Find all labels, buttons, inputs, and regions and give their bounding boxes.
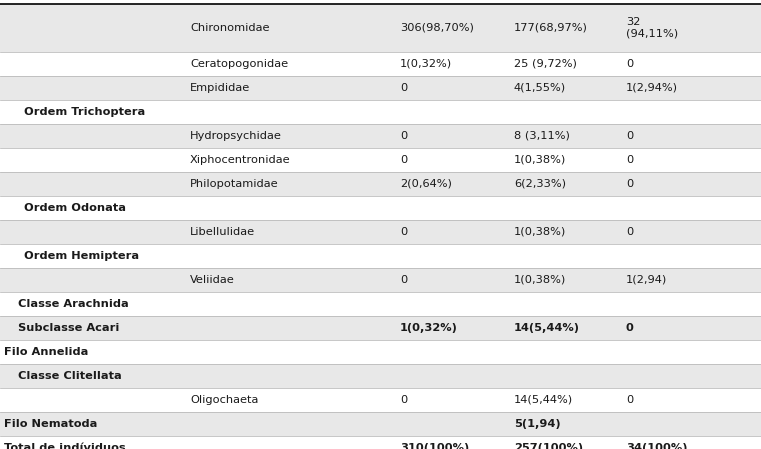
Text: 0: 0 [626, 323, 634, 333]
Text: 0: 0 [626, 395, 633, 405]
Text: 6(2,33%): 6(2,33%) [514, 179, 566, 189]
Text: 1(2,94): 1(2,94) [626, 275, 667, 285]
Bar [0, 76, 761, 100]
Text: 177(68,97%): 177(68,97%) [514, 23, 588, 33]
Bar [0, 292, 761, 316]
Text: Veliidae: Veliidae [190, 275, 234, 285]
Text: 310(100%): 310(100%) [400, 443, 470, 449]
Text: Classe Clitellata: Classe Clitellata [18, 371, 122, 381]
Text: 1(0,38%): 1(0,38%) [514, 275, 566, 285]
Text: Xiphocentronidae: Xiphocentronidae [190, 155, 291, 165]
Text: Hydropsychidae: Hydropsychidae [190, 131, 282, 141]
Text: 0: 0 [400, 83, 407, 93]
Bar [0, 268, 761, 292]
Text: 0: 0 [626, 179, 633, 189]
Text: 5(1,94): 5(1,94) [514, 419, 561, 429]
Text: Chironomidae: Chironomidae [190, 23, 269, 33]
Text: 0: 0 [626, 227, 633, 237]
Text: 0: 0 [626, 59, 633, 69]
Text: 14(5,44%): 14(5,44%) [514, 323, 580, 333]
Text: 1(0,32%): 1(0,32%) [400, 59, 452, 69]
Text: 0: 0 [626, 131, 633, 141]
Text: Philopotamidae: Philopotamidae [190, 179, 279, 189]
Bar [0, 388, 761, 412]
Bar [0, 364, 761, 388]
Text: Classe Arachnida: Classe Arachnida [18, 299, 129, 309]
Text: Filo Nematoda: Filo Nematoda [4, 419, 97, 429]
Text: 2(0,64%): 2(0,64%) [400, 179, 452, 189]
Text: 1(0,38%): 1(0,38%) [514, 227, 566, 237]
Text: 1(2,94%): 1(2,94%) [626, 83, 678, 93]
Text: 257(100%): 257(100%) [514, 443, 583, 449]
Text: 0: 0 [400, 275, 407, 285]
Text: 0: 0 [400, 395, 407, 405]
Text: Ordem Hemiptera: Ordem Hemiptera [24, 251, 139, 261]
Text: 14(5,44%): 14(5,44%) [514, 395, 573, 405]
Text: Libellulidae: Libellulidae [190, 227, 255, 237]
Bar [0, 52, 761, 76]
Bar [0, 220, 761, 244]
Bar [0, 124, 761, 148]
Bar [0, 244, 761, 268]
Text: Empididae: Empididae [190, 83, 250, 93]
Text: Ordem Odonata: Ordem Odonata [24, 203, 126, 213]
Text: 306(98,70%): 306(98,70%) [400, 23, 474, 33]
Bar [0, 172, 761, 196]
Text: 4(1,55%): 4(1,55%) [514, 83, 566, 93]
Text: 0: 0 [400, 155, 407, 165]
Bar [0, 100, 761, 124]
Bar [0, 436, 761, 449]
Text: 34(100%): 34(100%) [626, 443, 687, 449]
Text: 25 (9,72%): 25 (9,72%) [514, 59, 577, 69]
Bar [0, 316, 761, 340]
Text: Ceratopogonidae: Ceratopogonidae [190, 59, 288, 69]
Bar [0, 196, 761, 220]
Text: 0: 0 [626, 155, 633, 165]
Text: 32
(94,11%): 32 (94,11%) [626, 18, 678, 39]
Text: 8 (3,11%): 8 (3,11%) [514, 131, 570, 141]
Text: Oligochaeta: Oligochaeta [190, 395, 259, 405]
Text: 0: 0 [400, 227, 407, 237]
Text: Filo Annelida: Filo Annelida [4, 347, 88, 357]
Text: 1(0,32%): 1(0,32%) [400, 323, 458, 333]
Bar [0, 148, 761, 172]
Text: Ordem Trichoptera: Ordem Trichoptera [24, 107, 145, 117]
Text: Total de indíviduos: Total de indíviduos [4, 443, 126, 449]
Bar [0, 412, 761, 436]
Text: 0: 0 [400, 131, 407, 141]
Text: Subclasse Acari: Subclasse Acari [18, 323, 119, 333]
Text: 1(0,38%): 1(0,38%) [514, 155, 566, 165]
Bar [0, 340, 761, 364]
Bar [0, 4, 761, 52]
